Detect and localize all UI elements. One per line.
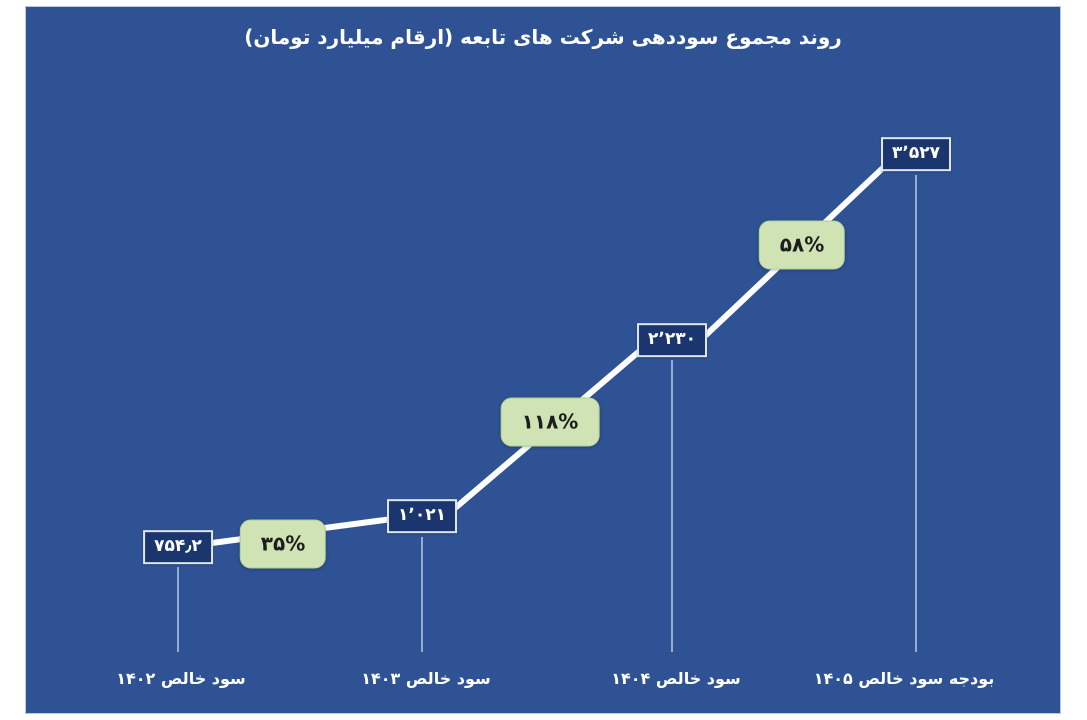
growth-badge: ۳۵% [239, 519, 327, 569]
x-axis-label: سود خالص ۱۴۰۳ [361, 669, 491, 688]
growth-badge: ۱۱۸% [500, 397, 600, 447]
x-axis-label: بودجه سود خالص ۱۴۰۵ [813, 669, 995, 688]
chart-container: روند مجموع سوددهی شرکت های تابعه (ارقام … [25, 6, 1061, 714]
growth-badge: ۵۸% [758, 220, 846, 270]
data-point-label: ۲٬۲۳۰ [637, 323, 707, 357]
data-point-label: ۱٬۰۲۱ [387, 499, 457, 533]
x-axis-label: سود خالص ۱۴۰۴ [611, 669, 741, 688]
chart-title: روند مجموع سوددهی شرکت های تابعه (ارقام … [244, 25, 842, 49]
chart-line-layer [177, 162, 917, 652]
plot-area: ۷۵۴٫۲ ۱٬۰۲۱ ۲٬۲۳۰ ۳٬۵۲۷ ۳۵% ۱۱۸% ۵۸% سود… [26, 7, 1060, 713]
data-point-label: ۳٬۵۲۷ [881, 137, 951, 171]
data-point-label: ۷۵۴٫۲ [143, 530, 213, 564]
x-axis-label: سود خالص ۱۴۰۲ [116, 669, 246, 688]
